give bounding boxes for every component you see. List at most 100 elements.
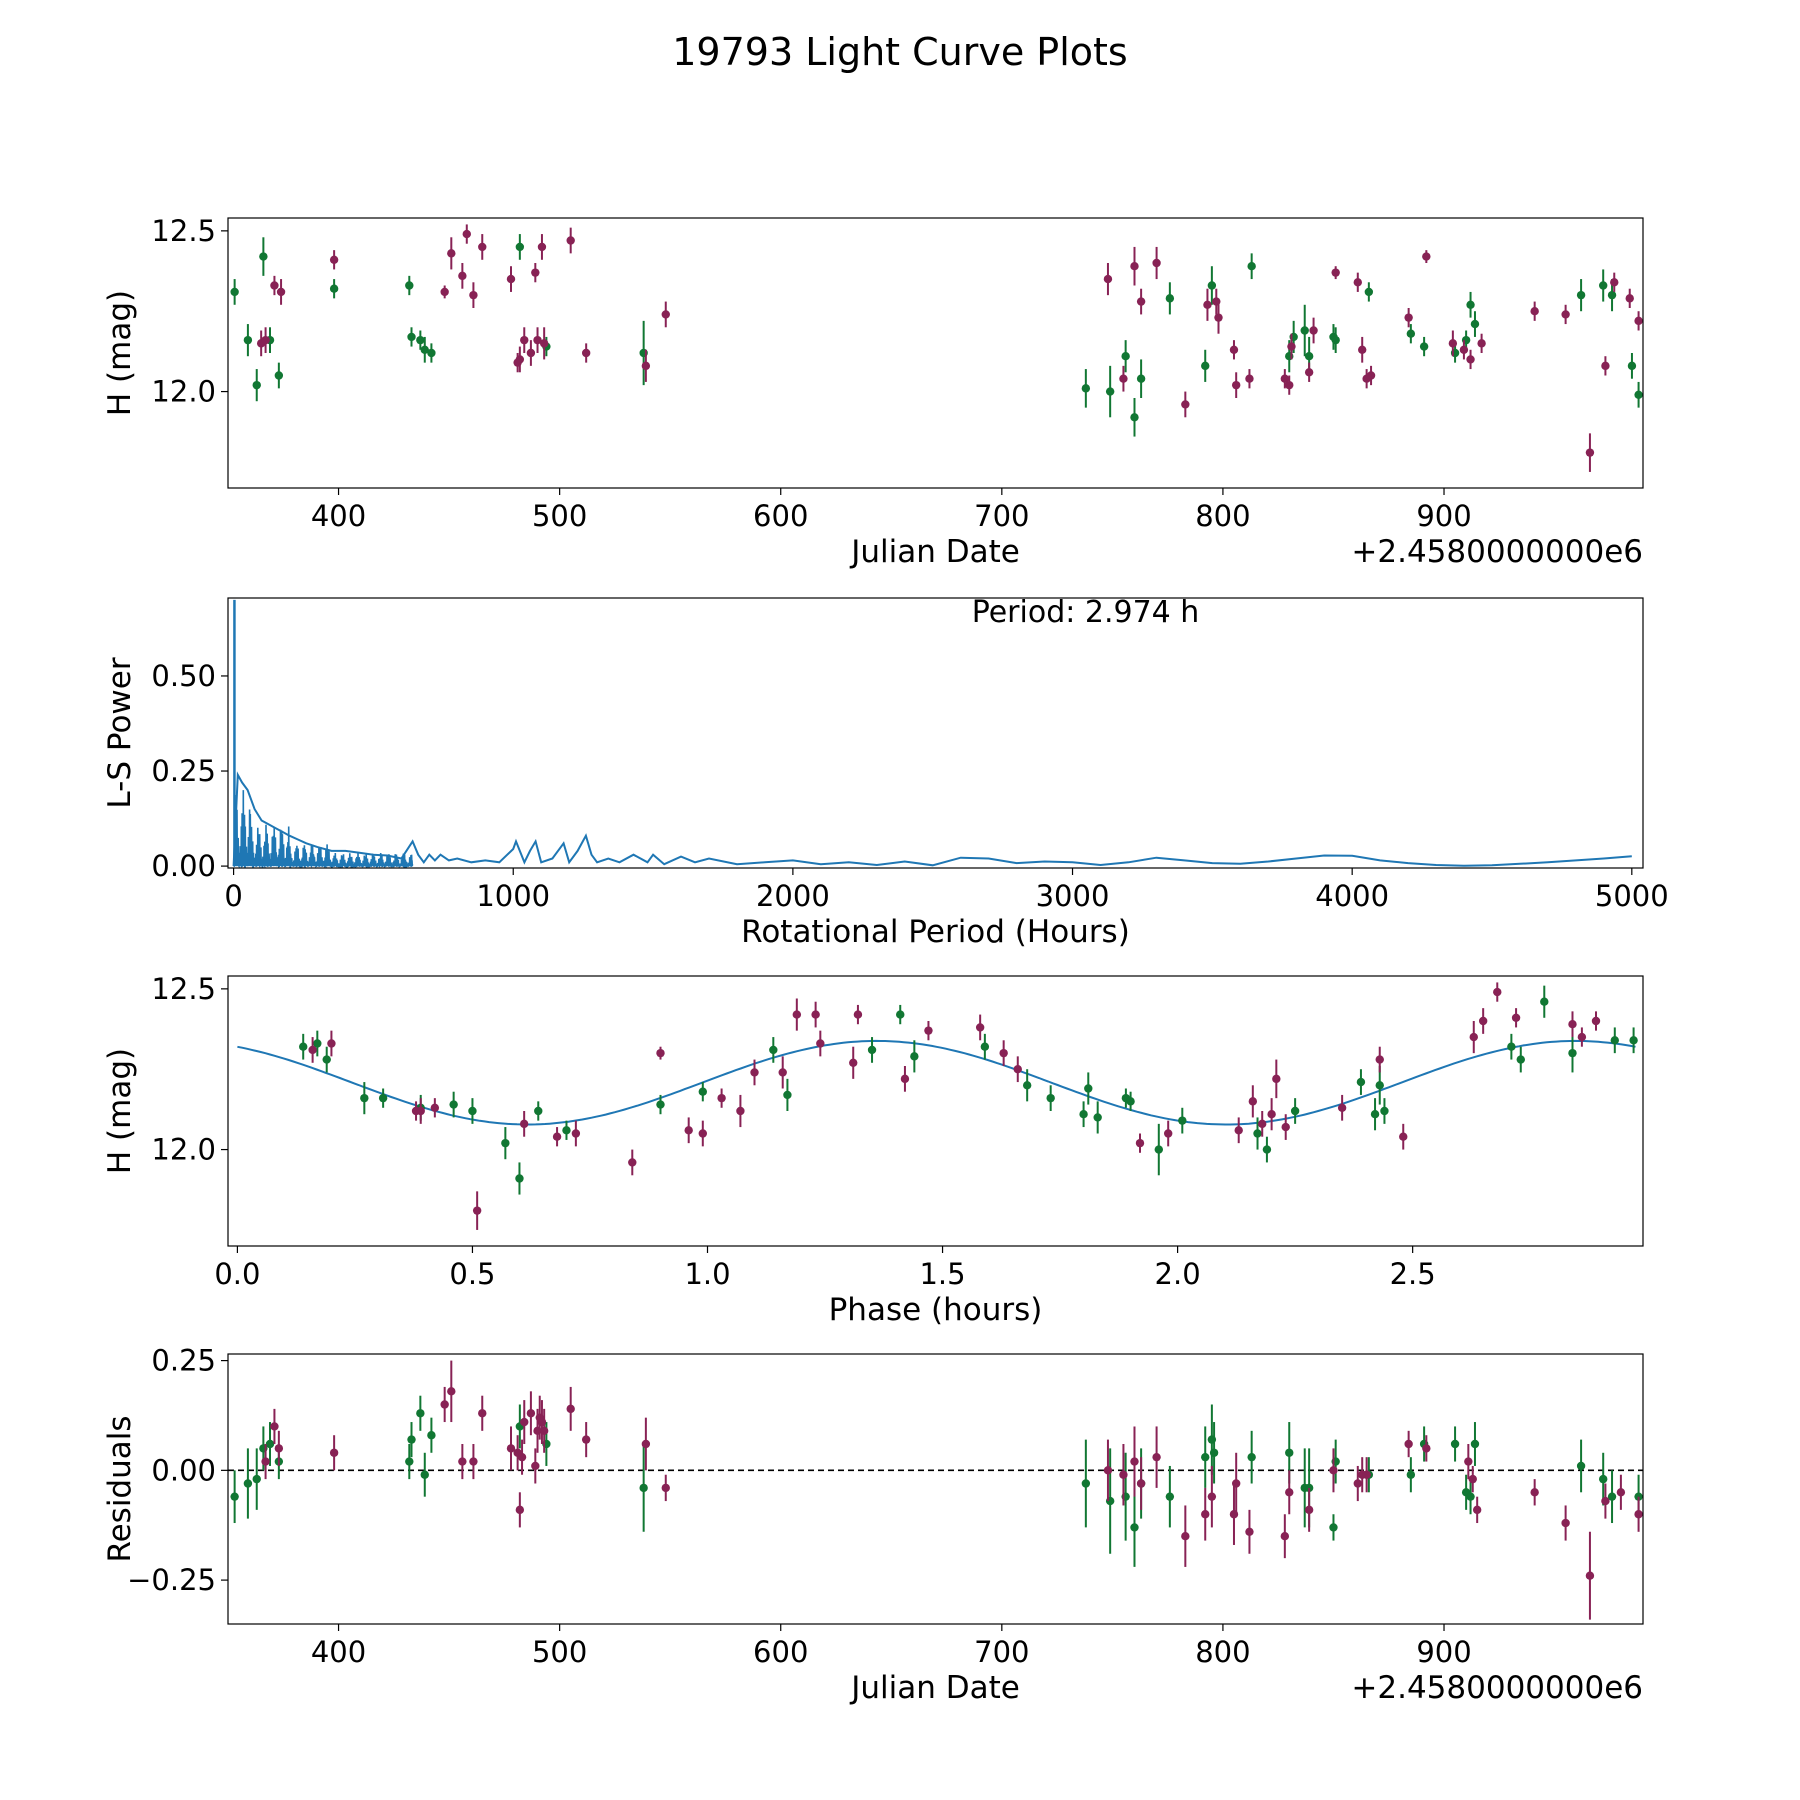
magenta-point xyxy=(1468,1474,1477,1484)
periodogram-xlabel: Rotational Period (Hours) xyxy=(741,914,1130,950)
green-point xyxy=(322,1055,331,1064)
magenta-point xyxy=(1329,1466,1338,1475)
green-point xyxy=(1419,342,1429,351)
magenta-point xyxy=(1464,1457,1473,1466)
magenta-point xyxy=(1136,297,1146,306)
green-point xyxy=(1081,384,1091,393)
green-point xyxy=(1470,319,1480,329)
green-point xyxy=(1627,361,1637,371)
green-point xyxy=(1599,281,1608,290)
residuals-xlabel: Julian Date xyxy=(849,1670,1020,1706)
magenta-point xyxy=(975,1023,985,1032)
magenta-point xyxy=(1267,1110,1276,1119)
magenta-point xyxy=(274,1444,284,1453)
lightcurve-frame xyxy=(227,217,1644,489)
residuals-xtick-label: 700 xyxy=(974,1635,1029,1669)
magenta-point xyxy=(472,1206,482,1215)
magenta-point xyxy=(447,249,456,258)
green-point xyxy=(243,335,253,345)
lightcurve-xlabel: Julian Date xyxy=(849,534,1020,570)
lightcurve-xtick-label: 700 xyxy=(974,499,1029,533)
magenta-point xyxy=(462,229,471,239)
magenta-point xyxy=(1331,268,1340,277)
lightcurve-ytick-label: 12.5 xyxy=(151,214,216,248)
green-point xyxy=(420,1470,429,1479)
periodogram-ytick-label: 0.50 xyxy=(151,659,216,693)
lightcurve-ytick-label: 12.0 xyxy=(151,375,216,409)
magenta-point xyxy=(999,1048,1008,1058)
green-point xyxy=(1634,390,1643,399)
green-point xyxy=(1568,1048,1577,1058)
magenta-point xyxy=(478,242,487,252)
magenta-point xyxy=(1245,374,1254,383)
green-point xyxy=(1079,1110,1088,1119)
green-point xyxy=(1466,1492,1475,1501)
magenta-point xyxy=(1459,345,1469,354)
magenta-point xyxy=(684,1126,693,1135)
magenta-point xyxy=(1229,345,1239,354)
magenta-point xyxy=(1285,380,1294,390)
green-point xyxy=(1130,1523,1139,1532)
magenta-point xyxy=(1616,1488,1626,1497)
residuals-xtick-label: 600 xyxy=(753,1635,808,1669)
green-point xyxy=(259,252,268,261)
magenta-point xyxy=(1375,1055,1384,1064)
phased-ytick-label: 12.0 xyxy=(151,1133,216,1167)
green-point xyxy=(1364,287,1374,297)
magenta-point xyxy=(1568,1020,1577,1029)
lightcurve-xtick-label: 800 xyxy=(1195,499,1250,533)
magenta-point xyxy=(1530,307,1539,316)
residuals-ytick-label: 0.25 xyxy=(151,1344,216,1378)
magenta-point xyxy=(792,1010,802,1019)
magenta-point xyxy=(750,1068,759,1077)
green-point xyxy=(1209,1448,1219,1457)
magenta-point xyxy=(816,1039,825,1048)
magenta-point xyxy=(1013,1065,1022,1074)
green-point xyxy=(515,242,525,252)
magenta-point xyxy=(1103,1466,1113,1475)
periodogram-xtick-label: 3000 xyxy=(1036,879,1110,913)
lightcurve-ylabel: H (mag) xyxy=(102,290,138,416)
lightcurve-panel: 400 500 600 700 800 900 12.0 12.5 Julian Date H (… xyxy=(102,214,1644,570)
magenta-point xyxy=(1287,342,1296,351)
magenta-point xyxy=(515,1505,525,1515)
green-point xyxy=(1262,1145,1272,1154)
green-point xyxy=(1610,1036,1619,1045)
magenta-point xyxy=(1103,274,1113,284)
phased-panel: 0.0 0.5 1.0 1.5 2.0 2.5 12.0 12.5 Phase (hours) H… xyxy=(102,972,1644,1328)
phased-xtick-label: 0.0 xyxy=(214,1257,260,1291)
magenta-point xyxy=(552,1132,562,1141)
magenta-point xyxy=(469,290,478,300)
magenta-point xyxy=(329,1448,339,1457)
magenta-point xyxy=(1201,1510,1210,1519)
magenta-point xyxy=(1561,1518,1570,1528)
green-point xyxy=(1136,374,1146,383)
magenta-point xyxy=(533,335,542,345)
magenta-point xyxy=(519,1119,529,1129)
green-point xyxy=(427,1431,436,1440)
green-point xyxy=(1516,1055,1525,1064)
green-point xyxy=(313,1039,322,1048)
green-point xyxy=(274,371,284,380)
magenta-point xyxy=(661,310,670,319)
green-point xyxy=(1247,1452,1256,1462)
periodogram-xtick-label: 5000 xyxy=(1595,879,1669,913)
magenta-point xyxy=(531,268,540,277)
green-point xyxy=(501,1138,510,1148)
periodogram-frame xyxy=(227,597,1644,869)
green-point xyxy=(534,1106,543,1116)
magenta-point xyxy=(1422,1444,1431,1453)
magenta-point xyxy=(539,1426,549,1436)
magenta-point xyxy=(1625,294,1634,303)
magenta-point xyxy=(506,274,516,284)
green-point xyxy=(420,345,429,354)
green-point xyxy=(1507,1042,1516,1051)
magenta-point xyxy=(1353,1479,1362,1488)
magenta-point xyxy=(641,1439,651,1449)
periodogram-xtick-label: 4000 xyxy=(1315,879,1389,913)
green-point xyxy=(1576,1461,1586,1471)
magenta-point xyxy=(1610,278,1619,287)
magenta-point xyxy=(1135,1138,1145,1148)
green-point xyxy=(980,1042,990,1051)
green-point xyxy=(867,1045,877,1055)
